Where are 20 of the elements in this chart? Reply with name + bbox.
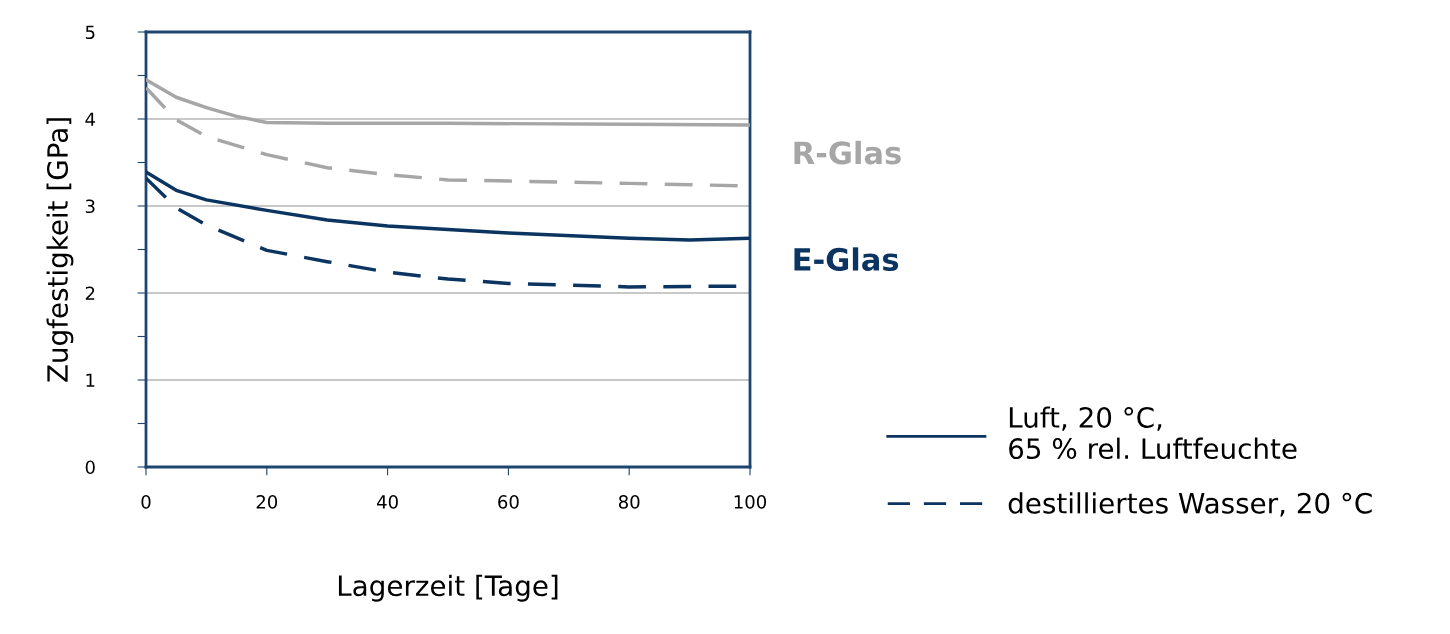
legend-label: destilliertes Wasser, 20 °C — [1008, 492, 1372, 517]
line-series — [146, 78, 750, 127]
y-axis-title: Zugfestigkeit [GPa] — [46, 118, 74, 382]
y-tick-label: 0 — [85, 460, 95, 475]
x-tick-label: 40 — [377, 495, 398, 509]
x-tick-label: 0 — [141, 495, 151, 509]
x-tick-label: 60 — [498, 495, 519, 509]
legend-label: Luft, 20 °C, 65 % rel. Luftfeuchte — [1009, 406, 1297, 460]
y-tick-label: 2 — [85, 286, 95, 300]
text: E-Glas — [794, 247, 899, 271]
x-tick-label: 20 — [256, 495, 278, 509]
text: R-Glas — [794, 140, 901, 165]
x-tick-label: 100 — [734, 495, 767, 509]
x-tick-label: 80 — [618, 495, 640, 509]
y-tick-label: 5 — [85, 25, 95, 40]
y-tick-label: 4 — [85, 112, 95, 126]
x-axis-title: Lagerzeit [Tage] — [338, 574, 558, 602]
y-tick-label: 3 — [85, 199, 95, 214]
y-tick-label: 1 — [86, 373, 95, 387]
line-series — [146, 170, 750, 242]
